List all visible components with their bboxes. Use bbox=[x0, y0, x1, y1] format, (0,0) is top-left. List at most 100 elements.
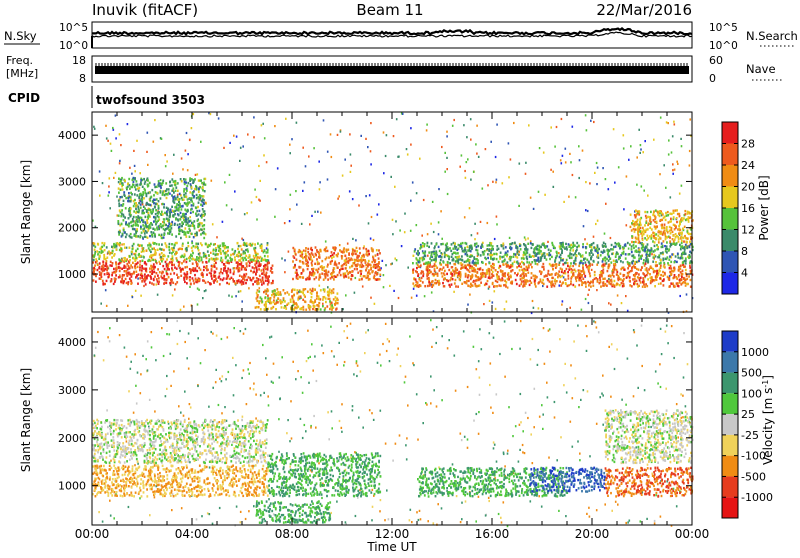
scatter-cell bbox=[385, 264, 387, 267]
heatmap-cell bbox=[139, 203, 142, 206]
heatmap-cell bbox=[215, 247, 217, 250]
scatter-cell bbox=[544, 193, 546, 196]
heatmap-cell bbox=[191, 262, 194, 265]
heatmap-cell bbox=[528, 283, 531, 287]
heatmap-cell bbox=[255, 297, 258, 300]
heatmap-cell bbox=[302, 308, 305, 311]
heatmap-cell bbox=[430, 254, 433, 257]
heatmap-cell bbox=[645, 216, 648, 220]
scatter-cell bbox=[643, 189, 645, 192]
heatmap-cell bbox=[545, 258, 548, 261]
heatmap-cell bbox=[160, 233, 163, 236]
heatmap-cell bbox=[132, 257, 135, 260]
heatmap-cell bbox=[121, 188, 124, 191]
heatmap-cell bbox=[279, 291, 282, 294]
noise-left-label: N.Sky bbox=[4, 29, 37, 43]
scatter-cell bbox=[134, 170, 136, 173]
scatter-cell bbox=[412, 287, 415, 290]
heatmap-cell bbox=[578, 277, 581, 280]
heatmap-cell bbox=[316, 271, 319, 274]
heatmap-cell bbox=[179, 194, 182, 197]
heatmap-cell bbox=[153, 247, 155, 250]
heatmap-cell bbox=[266, 263, 269, 266]
scatter-cell bbox=[653, 138, 655, 141]
heatmap-cell bbox=[266, 248, 269, 251]
scatter-cell bbox=[685, 293, 688, 296]
heatmap-cell bbox=[163, 218, 166, 221]
heatmap-cell bbox=[533, 279, 536, 282]
heatmap-cell bbox=[243, 278, 246, 282]
heatmap-cell bbox=[610, 261, 613, 264]
heatmap-cell bbox=[487, 267, 490, 271]
heatmap-cell bbox=[103, 253, 106, 257]
heatmap-cell bbox=[115, 242, 118, 245]
heatmap-cell bbox=[133, 193, 136, 196]
heatmap-cell bbox=[254, 243, 256, 246]
scatter-cell bbox=[302, 146, 304, 149]
heatmap-cell bbox=[618, 284, 621, 287]
heatmap-cell bbox=[627, 272, 630, 275]
heatmap-cell bbox=[149, 234, 151, 238]
heatmap-cell bbox=[162, 253, 165, 257]
heatmap-cell bbox=[138, 218, 141, 222]
heatmap-cell bbox=[135, 207, 137, 211]
heatmap-cell bbox=[260, 259, 263, 262]
heatmap-cell bbox=[262, 280, 265, 284]
heatmap-cell bbox=[234, 249, 237, 253]
heatmap-cell bbox=[265, 251, 268, 254]
heatmap-cell bbox=[236, 263, 239, 267]
heatmap-cell bbox=[124, 207, 127, 210]
scatter-cell bbox=[476, 254, 479, 258]
heatmap-cell bbox=[290, 290, 293, 293]
heatmap-cell bbox=[167, 208, 169, 212]
scatter-cell bbox=[398, 155, 400, 158]
heatmap-cell bbox=[291, 297, 294, 300]
scatter-cell bbox=[665, 121, 668, 124]
heatmap-cell bbox=[461, 259, 464, 262]
heatmap-cell bbox=[256, 289, 259, 292]
scatter-cell bbox=[506, 286, 509, 289]
heatmap-cell bbox=[190, 232, 193, 236]
scatter-cell bbox=[578, 176, 580, 180]
heatmap-cell bbox=[227, 254, 229, 257]
heatmap-cell bbox=[189, 229, 191, 232]
heatmap-cell bbox=[266, 268, 269, 271]
heatmap-cell bbox=[262, 251, 265, 254]
scatter-cell bbox=[568, 195, 570, 198]
heatmap-cell bbox=[120, 250, 123, 253]
heatmap-cell bbox=[188, 259, 191, 262]
heatmap-cell bbox=[307, 305, 310, 308]
heatmap-cell bbox=[180, 224, 183, 228]
scatter-cell bbox=[300, 222, 303, 225]
heatmap-cell bbox=[162, 264, 165, 268]
heatmap-cell bbox=[121, 275, 124, 278]
heatmap-cell bbox=[136, 247, 139, 251]
heatmap-cell bbox=[558, 263, 560, 266]
heatmap-cell bbox=[154, 198, 156, 201]
heatmap-cell bbox=[178, 198, 181, 201]
heatmap-cell bbox=[141, 280, 143, 283]
heatmap-cell bbox=[433, 265, 435, 268]
heatmap-cell bbox=[497, 260, 500, 264]
heatmap-cell bbox=[583, 257, 585, 261]
scatter-cell bbox=[382, 274, 385, 277]
scatter-cell bbox=[395, 220, 397, 223]
heatmap-cell bbox=[638, 279, 641, 282]
heatmap-cell bbox=[262, 282, 265, 285]
heatmap-cell bbox=[565, 258, 568, 262]
heatmap-cell bbox=[631, 269, 633, 272]
scatter-cell bbox=[393, 289, 395, 292]
heatmap-cell bbox=[492, 274, 495, 277]
heatmap-cell bbox=[475, 261, 478, 265]
heatmap-cell bbox=[179, 178, 182, 181]
heatmap-cell bbox=[120, 222, 123, 225]
scatter-cell bbox=[322, 119, 325, 122]
heatmap-cell bbox=[241, 256, 244, 260]
heatmap-cell bbox=[595, 277, 597, 280]
heatmap-cell bbox=[214, 270, 217, 274]
heatmap-cell bbox=[163, 274, 166, 278]
heatmap-cell bbox=[257, 264, 260, 268]
heatmap-cell bbox=[297, 296, 300, 299]
heatmap-cell bbox=[504, 251, 507, 254]
heatmap-cell bbox=[127, 264, 130, 268]
